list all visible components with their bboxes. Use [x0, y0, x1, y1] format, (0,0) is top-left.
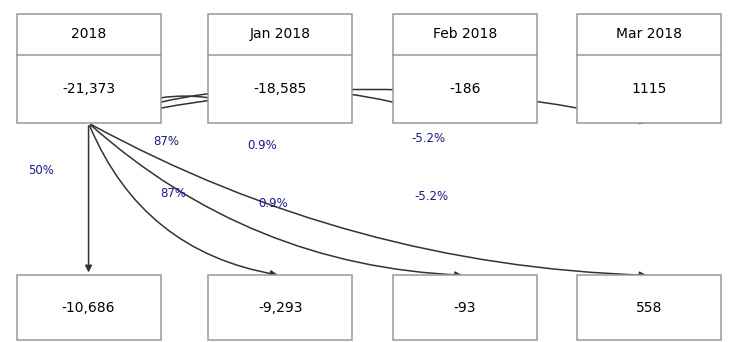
Text: -5.2%: -5.2% [415, 190, 449, 203]
Text: -10,686: -10,686 [62, 301, 115, 315]
FancyBboxPatch shape [208, 275, 353, 340]
Text: 1115: 1115 [632, 82, 667, 96]
Text: 558: 558 [636, 301, 663, 315]
FancyArrowPatch shape [91, 125, 461, 278]
Text: -21,373: -21,373 [62, 82, 115, 96]
Text: 87%: 87% [153, 135, 179, 148]
Text: -9,293: -9,293 [258, 301, 303, 315]
Text: Jan 2018: Jan 2018 [250, 27, 311, 41]
FancyArrowPatch shape [86, 126, 92, 271]
FancyBboxPatch shape [393, 275, 537, 340]
FancyBboxPatch shape [208, 14, 353, 123]
Text: Mar 2018: Mar 2018 [616, 27, 683, 41]
Text: -93: -93 [454, 301, 476, 315]
Text: Feb 2018: Feb 2018 [432, 27, 497, 41]
Text: 2018: 2018 [71, 27, 106, 41]
Text: 0.9%: 0.9% [258, 197, 288, 210]
FancyArrowPatch shape [91, 96, 277, 122]
Text: -5.2%: -5.2% [411, 132, 445, 145]
FancyBboxPatch shape [393, 14, 537, 123]
Text: 50%: 50% [27, 165, 54, 177]
Text: 0.9%: 0.9% [247, 139, 277, 152]
FancyBboxPatch shape [16, 14, 160, 123]
FancyBboxPatch shape [16, 275, 160, 340]
Text: 87%: 87% [160, 187, 187, 200]
FancyArrowPatch shape [89, 126, 276, 276]
Text: -18,585: -18,585 [254, 82, 307, 96]
Text: -186: -186 [449, 82, 480, 96]
FancyArrowPatch shape [92, 89, 461, 122]
FancyArrowPatch shape [91, 124, 645, 278]
FancyBboxPatch shape [577, 275, 721, 340]
FancyArrowPatch shape [92, 89, 645, 123]
FancyBboxPatch shape [577, 14, 721, 123]
